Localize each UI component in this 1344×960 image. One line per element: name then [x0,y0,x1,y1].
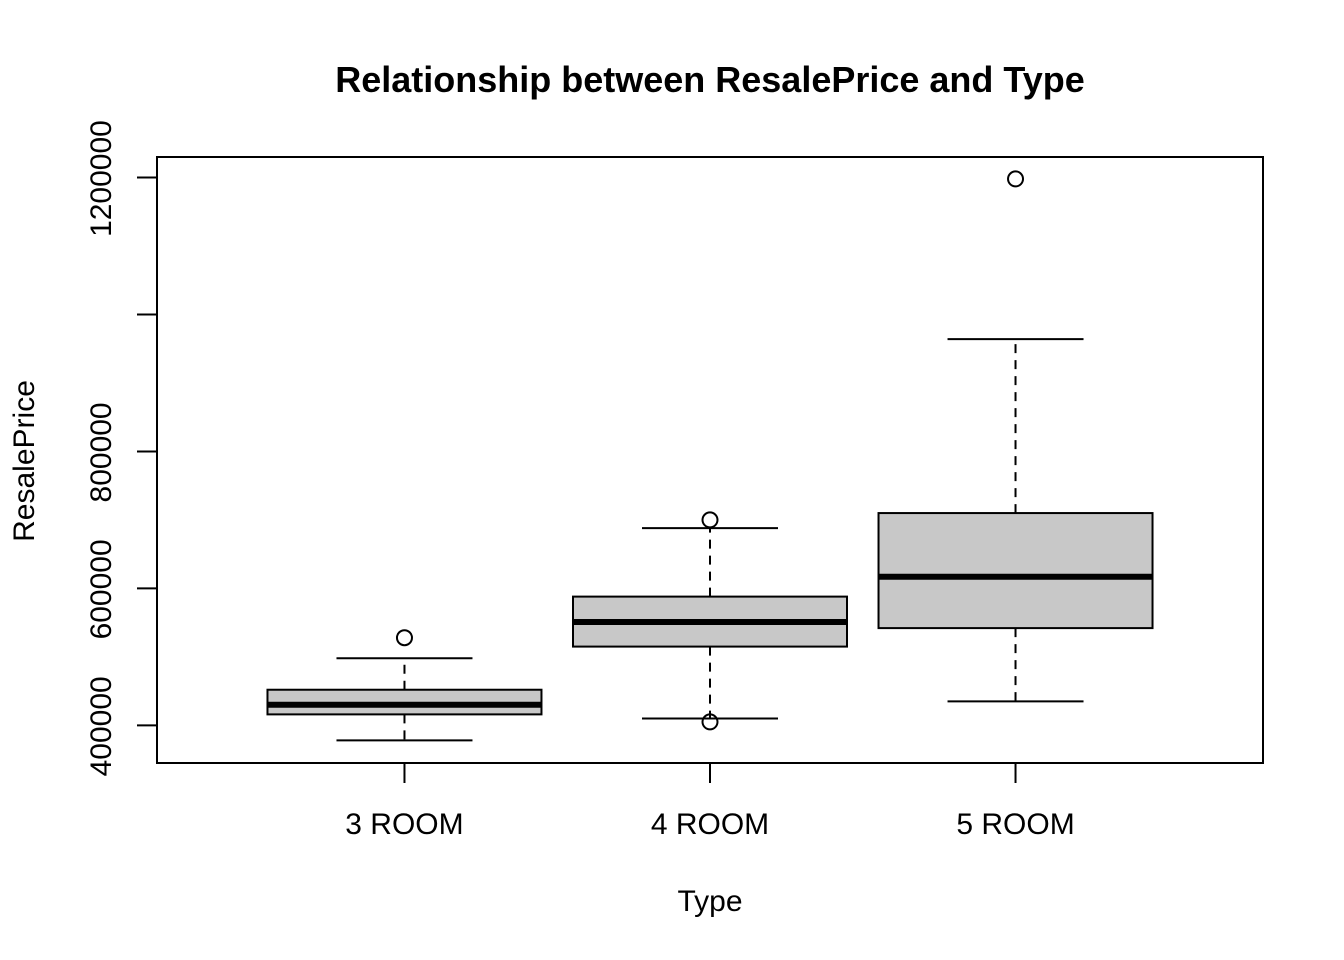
x-tick-label: 5 ROOM [956,808,1074,841]
y-axis-label: ResalePrice [8,380,41,542]
boxes-group [266,170,1154,742]
outlier-point [1007,170,1025,188]
plot-frame [156,156,1264,764]
box-5-room [877,170,1154,703]
box-4-room [572,511,848,731]
outlier-point [395,629,413,647]
y-tick-label: 600000 [85,539,118,639]
x-axis: 3 ROOM 4 ROOM 5 ROOM [345,763,1075,841]
y-axis: 400000 600000 800000 1200000 [85,120,158,776]
y-tick-label: 400000 [85,676,118,776]
x-tick-label: 3 ROOM [345,808,463,841]
outlier-point [701,511,719,529]
box-3-room [266,629,543,742]
outlier-point [701,713,719,731]
y-tick-label: 1200000 [85,120,118,237]
iqr-box [877,512,1154,630]
x-tick-label: 4 ROOM [651,808,769,841]
y-tick-label: 800000 [85,402,118,502]
chart-title: Relationship between ResalePrice and Typ… [335,59,1085,100]
x-axis-label: Type [677,885,742,918]
